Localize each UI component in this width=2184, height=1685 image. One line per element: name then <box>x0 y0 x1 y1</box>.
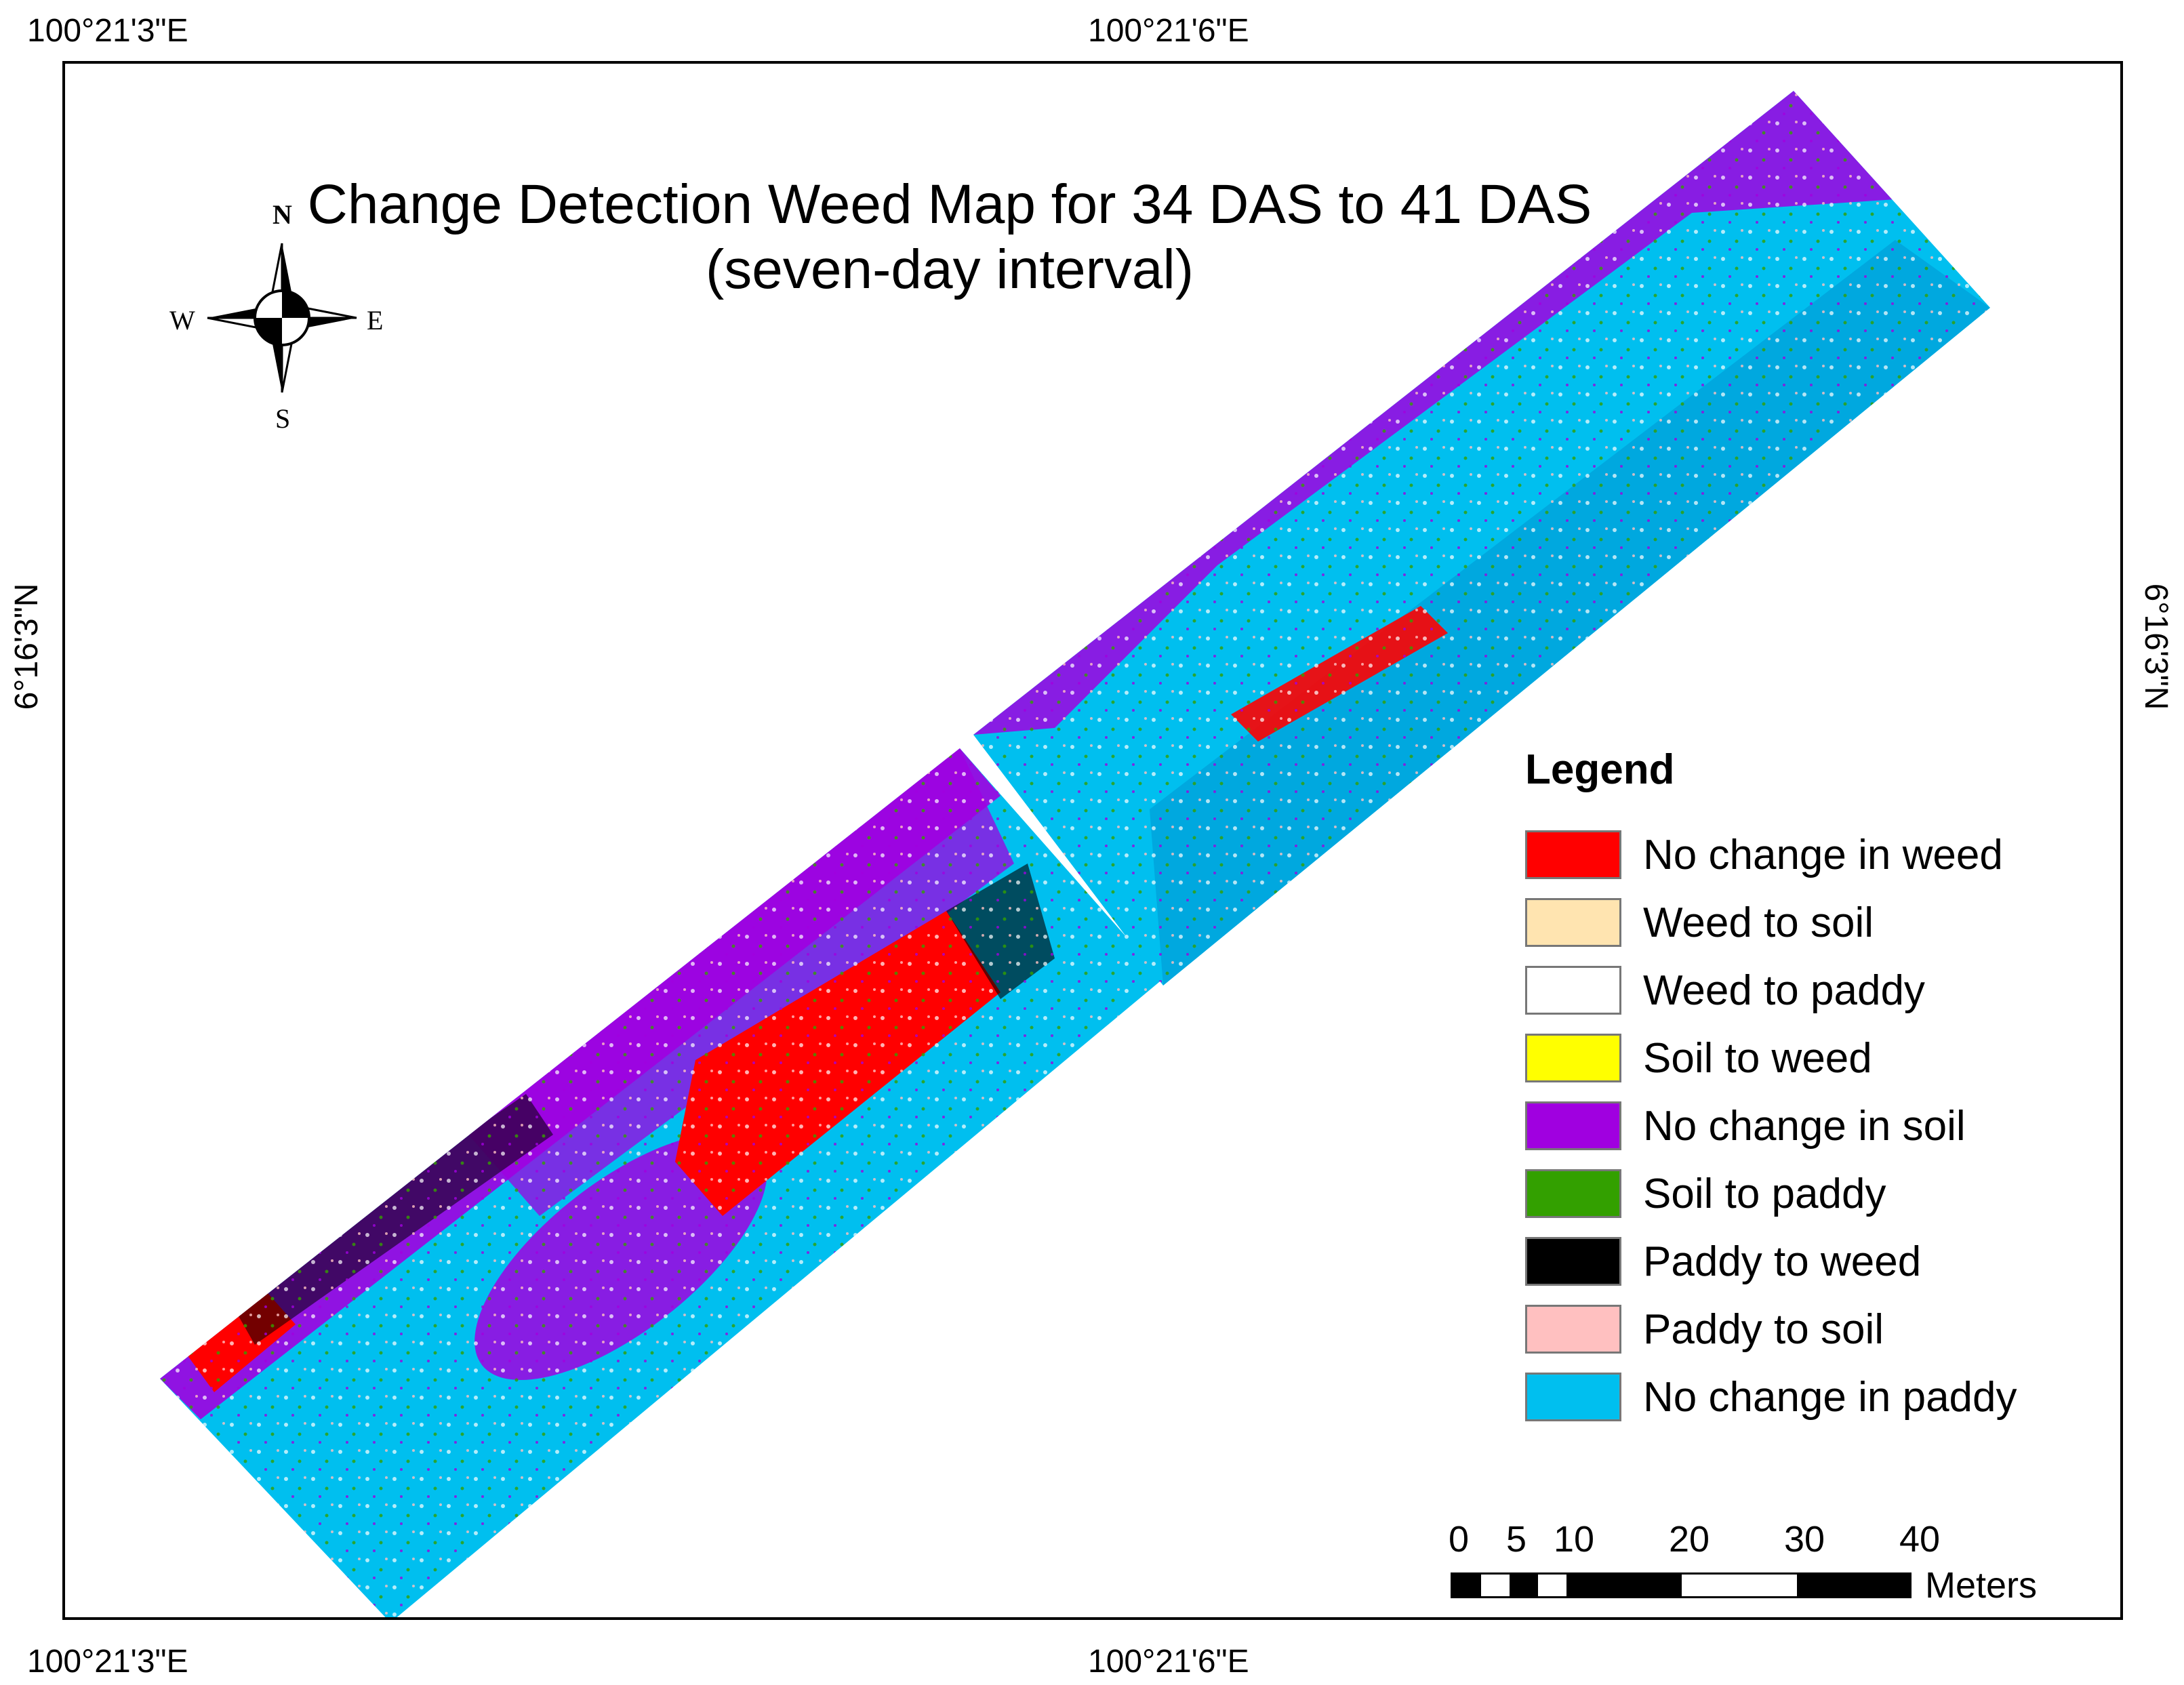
lon-label-top-right: 100°21'6"E <box>1088 13 1249 49</box>
lon-label-bottom-right: 100°21'6"E <box>1088 1644 1249 1680</box>
scale-tick: 40 <box>1899 1519 1941 1560</box>
compass-e: E <box>367 305 384 336</box>
change-detection-raster <box>160 91 1990 1617</box>
compass-n: N <box>272 199 292 230</box>
scale-bar-graphic <box>1451 1572 1912 1598</box>
legend-label: Soil to weed <box>1643 1034 1872 1082</box>
legend-swatch <box>1525 898 1621 947</box>
legend-item: Paddy to soil <box>1525 1295 2017 1363</box>
map-title-line2: (seven-day interval) <box>705 239 1194 300</box>
legend-label: Paddy to soil <box>1643 1305 1884 1353</box>
legend-swatch <box>1525 830 1621 879</box>
legend-item: Weed to paddy <box>1525 956 2017 1024</box>
legend-label: Weed to paddy <box>1643 967 1925 1014</box>
legend-swatch <box>1525 1305 1621 1354</box>
scale-unit: Meters <box>1925 1565 2038 1606</box>
scale-tick: 30 <box>1783 1519 1825 1560</box>
legend-label: Soil to paddy <box>1643 1170 1886 1217</box>
north-arrow: N S W E <box>169 199 390 437</box>
legend-swatch <box>1525 1169 1621 1218</box>
legend-item: No change in paddy <box>1525 1363 2017 1431</box>
compass-w: W <box>169 305 195 336</box>
lat-label-left: 6°16'3"N <box>9 583 45 710</box>
legend-item: Paddy to weed <box>1525 1227 2017 1295</box>
legend-item: No change in weed <box>1525 821 2017 889</box>
legend-item: Soil to weed <box>1525 1024 2017 1092</box>
legend-item: Soil to paddy <box>1525 1160 2017 1227</box>
legend-label: Paddy to weed <box>1643 1238 1922 1285</box>
map-title: Change Detection Weed Map for 34 DAS to … <box>289 172 1611 302</box>
legend: Legend No change in weed Weed to soil We… <box>1525 746 2017 1431</box>
legend-swatch <box>1525 1373 1621 1421</box>
legend-title: Legend <box>1525 746 1675 793</box>
lat-label-right: 6°16'3"N <box>2138 583 2174 710</box>
map-title-line1: Change Detection Weed Map for 34 DAS to … <box>307 174 1592 235</box>
scale-tick: 0 <box>1448 1519 1470 1560</box>
scale-tick: 20 <box>1668 1519 1710 1560</box>
legend-item: No change in soil <box>1525 1092 2017 1160</box>
legend-swatch <box>1525 1034 1621 1082</box>
scale-tick: 10 <box>1553 1519 1595 1560</box>
legend-label: No change in soil <box>1643 1102 1966 1150</box>
legend-swatch <box>1525 1237 1621 1286</box>
legend-swatch <box>1525 966 1621 1015</box>
lon-label-top-left: 100°21'3"E <box>27 13 188 49</box>
compass-rose-icon <box>207 243 357 393</box>
lon-label-bottom-left: 100°21'3"E <box>27 1644 188 1680</box>
legend-swatch <box>1525 1101 1621 1150</box>
legend-label: No change in paddy <box>1643 1373 2017 1421</box>
legend-item: Weed to soil <box>1525 889 2017 956</box>
compass-s: S <box>275 403 291 434</box>
map-frame: Change Detection Weed Map for 34 DAS to … <box>62 61 2123 1620</box>
scale-tick: 5 <box>1505 1519 1527 1560</box>
legend-label: Weed to soil <box>1643 899 1874 946</box>
legend-label: No change in weed <box>1643 831 2003 878</box>
